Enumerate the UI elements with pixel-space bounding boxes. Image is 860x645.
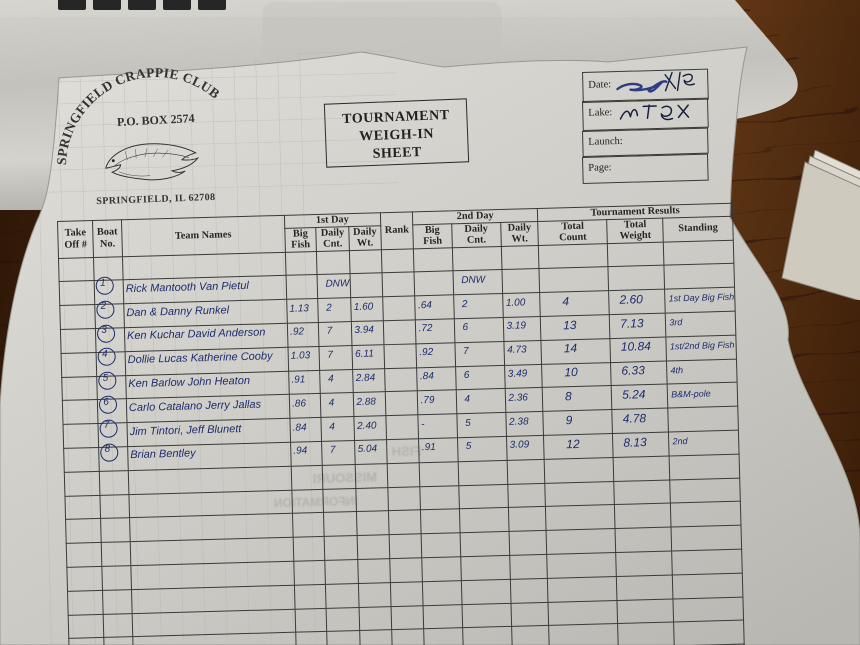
svg-text:P.O. BOX 2574: P.O. BOX 2574: [117, 111, 195, 129]
svg-text:SPRINGFIELD, IL 62708: SPRINGFIELD, IL 62708: [96, 192, 216, 207]
